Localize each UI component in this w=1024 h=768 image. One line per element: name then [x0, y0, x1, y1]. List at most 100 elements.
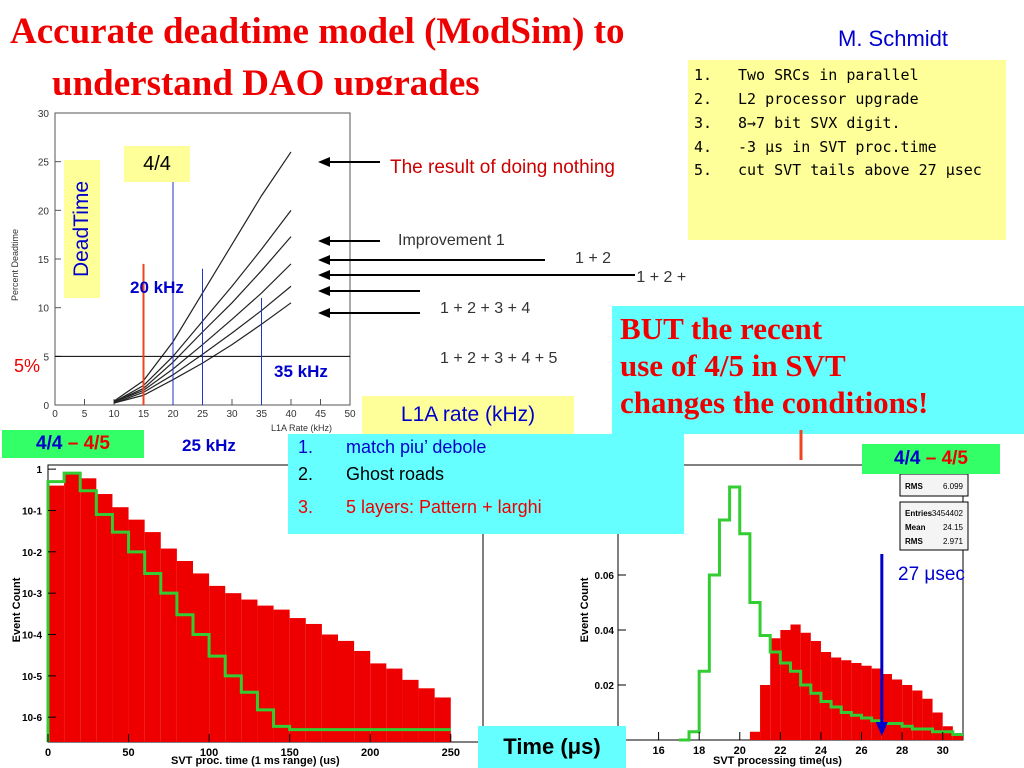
deadtime-y-tick-label: 20 — [38, 206, 50, 217]
hist-left-red-bar — [225, 593, 242, 742]
deadtime-x-tick-label: 40 — [285, 409, 297, 420]
compare-right-label: 4/4 – 4/5 — [862, 444, 1000, 474]
page-title: Accurate deadtime model (ModSim) to unde… — [10, 6, 810, 110]
upgrade-item-3: 3. 8→7 bit SVX digit. — [694, 114, 901, 132]
hist-right-y-tick-label: 0.02 — [595, 681, 615, 692]
hist-left-red-bar — [305, 623, 322, 742]
hist-right-red-bar — [932, 712, 943, 740]
hist-right-red-bar — [922, 698, 933, 740]
hist-right-x-tick-label: 16 — [652, 745, 664, 757]
hist-right-red-bar — [820, 652, 832, 740]
hist-left-red-bar — [273, 609, 290, 742]
hist-left-y-tick-label: 10-2 — [22, 548, 42, 559]
stat-name: RMS — [905, 482, 923, 491]
hist-left-red-bar — [418, 688, 435, 742]
time-unit-box: Time (μs) — [478, 726, 626, 768]
hist-left-y-tick-label: 1 — [36, 465, 42, 476]
hist-left-green-line — [46, 471, 451, 742]
hist-left-red-bar — [144, 532, 161, 742]
hist-right-x-tick-label: 18 — [693, 745, 705, 757]
deadtime-ylabel-box: DeadTime — [64, 160, 100, 298]
hist-right-y-tick-label: 0.06 — [595, 571, 615, 582]
upgrade-item-5: 5. cut SVT tails above 27 μsec — [694, 161, 982, 179]
hist-right-x-tick-label: 22 — [774, 745, 786, 757]
hist-right-red-bar — [780, 630, 791, 740]
but-line-2: use of 4/5 in SVT — [620, 348, 846, 383]
compare-left-4-5: 4/5 — [83, 433, 110, 454]
stats-box-red: Entries 3454402 Mean 24.15 RMS 2.971 — [899, 501, 969, 551]
curve-label-nothing: The result of doing nothing — [390, 157, 615, 178]
upgrade-item-2: 2. L2 processor upgrade — [694, 90, 919, 108]
hist-right-red-bar — [841, 660, 852, 740]
stats-box-green: RMS 6.099 — [899, 473, 969, 497]
five-percent-label: 5% — [14, 356, 41, 376]
hist-right-green-line — [678, 485, 963, 742]
deadtime-x-tick-label: 0 — [52, 409, 58, 420]
compare-right-4-5: 4/5 — [941, 448, 968, 469]
curve-label-improvement-1: Improvement 1 — [398, 232, 505, 249]
note-item-3: 3. 5 layers: Pattern + larghi — [298, 497, 542, 517]
hist-left-x-tick-label: 250 — [442, 747, 460, 759]
hist-left-red-bar — [193, 573, 210, 742]
deadtime-y-tick-label: 10 — [38, 304, 50, 315]
hist-left-y-tick-label: 10-3 — [22, 589, 42, 600]
rate-20khz-label: 20 kHz — [130, 278, 184, 297]
hist-right-red-bar — [861, 665, 872, 740]
upgrade-item-1: 1. Two SRCs in parallel — [694, 66, 919, 84]
note-item-2: 2. Ghost roads — [298, 464, 445, 484]
cut-27us-arrowhead — [875, 722, 888, 736]
hist-left-red-bar — [48, 485, 65, 742]
hist-left-red-bar — [354, 650, 371, 742]
stat-value: 24.15 — [943, 523, 964, 532]
hist-right-x-tick-label: 28 — [896, 745, 908, 757]
hist-left-red-bar — [386, 668, 403, 742]
l1a-rate-box: L1A rate (kHz) — [362, 396, 574, 434]
hist-left-red-bar — [96, 494, 113, 742]
deadtime-y-tick-label: 15 — [38, 255, 50, 266]
deadtime-x-tick-label: 25 — [197, 409, 209, 420]
hist-right-x-tick-label: 20 — [734, 745, 746, 757]
compare-left-label: 4/4 – 4/5 — [2, 430, 144, 458]
hist-right-red-bar — [871, 668, 882, 740]
hist-right-y-tick-label: 0.04 — [595, 626, 615, 637]
hist-left-red-bar — [370, 663, 387, 742]
but-line-1: BUT the recent — [620, 311, 823, 346]
upgrade-item-4: 4. -3 μs in SVT proc.time — [694, 138, 937, 156]
deadtime-x-tick-label: 45 — [315, 409, 327, 420]
deadtime-x-tick-label: 50 — [344, 409, 356, 420]
stat-name: RMS — [905, 537, 923, 546]
cut-27us-label: 27 μsec — [898, 564, 965, 585]
hist-left-x-tick-label: 150 — [280, 747, 298, 759]
hist-left-red-bar — [289, 618, 306, 742]
hist-left-red-bar — [241, 599, 258, 742]
mode-4-4-box: 4/4 — [124, 146, 190, 182]
stat-value: 3454402 — [932, 509, 964, 518]
hist-left-red-bar — [257, 605, 274, 742]
hist-left-y-tick-label: 10-6 — [22, 713, 42, 724]
italian-notes-list: 1. match piu’ debole 2. Ghost roads 3. 5 la… — [288, 434, 684, 526]
deadtime-chart: Percent Deadtime L1A Rate (kHz) 0 5 10 15 20… — [0, 95, 690, 435]
curve-label-1-2-3-4-5: 1 + 2 + 3 + 4 + 5 — [440, 350, 558, 367]
title-line-1: Accurate deadtime model (ModSim) to — [10, 11, 625, 52]
hist-left-y-tick-label: 10-5 — [22, 672, 42, 683]
deadtime-y-tick-label: 25 — [38, 158, 50, 169]
hist-right-red-bar — [770, 638, 781, 740]
stat-value: 2.971 — [943, 537, 964, 546]
deadtime-x-tick-label: 10 — [108, 409, 120, 420]
but-conditions-box: BUT the recent use of 4/5 in SVT changes… — [612, 306, 1024, 434]
hist-left-y-tick-label: 10-1 — [22, 506, 42, 517]
hist-right-red-bar — [810, 641, 821, 740]
hist-left-red-bar — [112, 507, 129, 742]
rate-35khz-label: 35 kHz — [274, 362, 328, 381]
hist-left-red-bar — [64, 473, 81, 742]
hist-left-y-label: Event Count — [11, 577, 23, 642]
upgrades-list: 1. Two SRCs in parallel 2. L2 processor up… — [688, 60, 1006, 183]
stat-value: 6.099 — [943, 482, 964, 491]
hist-left-red-bar — [209, 585, 226, 742]
hist-left-y-tick-label: 10-4 — [22, 631, 42, 642]
hist-left-red-bar — [338, 640, 355, 742]
deadtime-y-tick-label: 5 — [43, 352, 49, 363]
hist-right-y-label: Event Count — [579, 577, 591, 642]
curve-label-1-2-3-4: 1 + 2 + 3 + 4 — [440, 300, 530, 317]
hist-right-x-label: SVT processing time(us) — [713, 755, 842, 767]
